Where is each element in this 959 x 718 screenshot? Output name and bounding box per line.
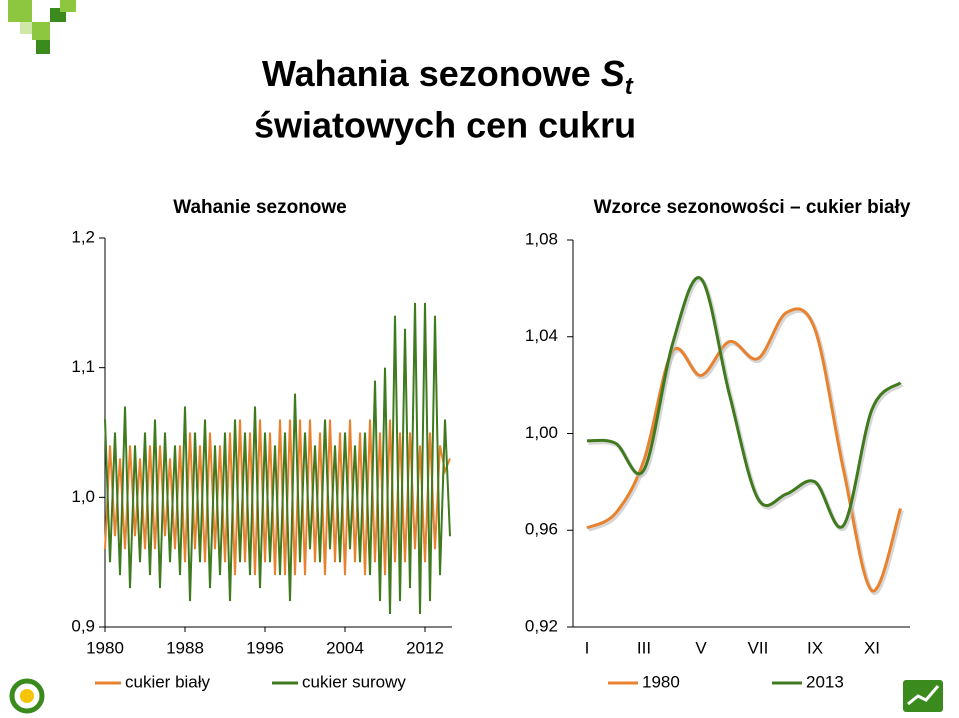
y-tick-label: 1,08 <box>525 229 558 248</box>
chart-title: Wahanie sezonowe <box>173 197 347 218</box>
x-tick-label: XI <box>864 638 880 657</box>
chart-title: Wzorce sezonowości – cukier biały <box>594 197 911 218</box>
series-line <box>104 302 451 615</box>
y-tick-label: 0,96 <box>525 520 558 539</box>
y-tick-label: 1,00 <box>525 423 558 442</box>
x-tick-label: 1980 <box>86 638 124 657</box>
x-tick-label: I <box>585 638 590 657</box>
x-tick-label: V <box>695 638 707 657</box>
series-line <box>586 276 902 529</box>
x-tick-label: IX <box>807 638 823 657</box>
x-tick-label: 1996 <box>246 638 284 657</box>
y-tick-label: 1,0 <box>71 487 95 506</box>
footer-logos <box>9 678 943 714</box>
y-tick-label: 0,92 <box>525 616 558 635</box>
x-tick-label: VII <box>748 638 769 657</box>
title-line1: Wahania sezonowe St <box>262 53 634 101</box>
y-tick-label: 1,2 <box>71 227 95 246</box>
title-symbol: S <box>601 53 625 94</box>
y-tick-label: 1,1 <box>71 357 95 376</box>
series-line <box>586 307 902 593</box>
x-tick-label: III <box>637 638 651 657</box>
title-line2: światowych cen cukru <box>254 105 636 146</box>
title-text: Wahania sezonowe <box>262 53 591 94</box>
legend-label: 1980 <box>642 672 680 691</box>
legend-label: 2013 <box>806 672 844 691</box>
logo <box>8 0 76 54</box>
x-tick-label: 1988 <box>166 638 204 657</box>
y-tick-label: 0,9 <box>71 616 95 635</box>
x-tick-label: 2012 <box>406 638 444 657</box>
legend-label: cukier surowy <box>302 672 406 691</box>
legend-label: cukier biały <box>125 672 211 691</box>
x-tick-label: 2004 <box>326 638 364 657</box>
title-subscript: t <box>625 73 634 100</box>
y-tick-label: 1,04 <box>525 326 558 345</box>
